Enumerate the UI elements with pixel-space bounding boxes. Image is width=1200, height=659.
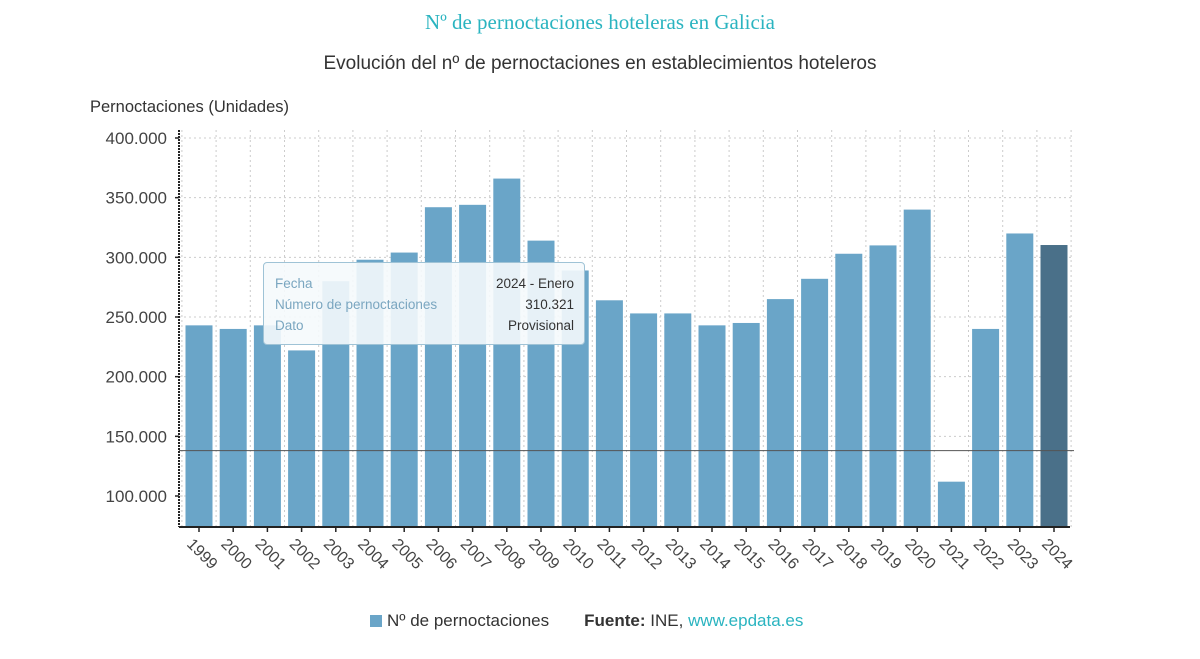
legend-label[interactable]: Nº de pernoctaciones — [387, 611, 550, 630]
x-tick-label: 2014 — [696, 536, 733, 573]
x-tick-label: 2016 — [765, 536, 802, 573]
y-tick-label: 400.000 — [106, 129, 167, 148]
x-tick-label: 2012 — [628, 536, 665, 573]
bar-2002[interactable] — [288, 350, 316, 527]
y-tick-label: 350.000 — [106, 189, 167, 208]
tooltip-key: Dato — [275, 318, 304, 333]
source-link[interactable]: www.epdata.es — [688, 611, 804, 630]
legend: Nº de pernoctaciones Fuente: INE, www.ep… — [370, 611, 803, 631]
bar-1999[interactable] — [185, 325, 213, 527]
y-tick-label: 100.000 — [106, 487, 167, 506]
bar-2007[interactable] — [459, 204, 487, 527]
y-tick-label: 300.000 — [106, 248, 167, 267]
bar-2008[interactable] — [493, 178, 521, 527]
x-tick-label: 2020 — [901, 536, 938, 573]
x-tick-label: 1999 — [183, 536, 220, 573]
source-label: Fuente: — [584, 611, 646, 630]
y-tick-label: 250.000 — [106, 308, 167, 327]
source-text: INE, — [650, 611, 684, 630]
source: Fuente: INE, www.epdata.es — [584, 611, 803, 631]
legend-swatch-icon[interactable] — [370, 615, 382, 627]
x-tick-label: 2018 — [833, 536, 870, 573]
bar-2023[interactable] — [1006, 233, 1034, 527]
bar-2011[interactable] — [595, 300, 623, 527]
bar-2020[interactable] — [903, 209, 931, 527]
bar-2014[interactable] — [698, 325, 726, 527]
tooltip-row-date: Fecha 2024 - Enero — [275, 273, 574, 294]
x-tick-label: 2007 — [457, 536, 494, 573]
tooltip-row-count: Número de pernoctaciones 310.321 — [275, 294, 574, 315]
bar-chart: 100.000 150.000 200.000 250.000 300.000 350.0… — [106, 129, 1076, 573]
x-tick-label: 2013 — [662, 536, 699, 573]
x-tick-label: 2017 — [799, 536, 836, 573]
x-tick-label: 2001 — [252, 536, 289, 573]
x-tick-label: 2006 — [423, 536, 460, 573]
x-tick-label: 2004 — [354, 536, 391, 573]
bar-2022[interactable] — [972, 328, 1000, 527]
tooltip-key: Número de pernoctaciones — [275, 297, 438, 312]
bar-2015[interactable] — [732, 322, 760, 527]
x-tick-label: 2019 — [867, 536, 904, 573]
bar-2000[interactable] — [219, 328, 247, 527]
x-tick-label: 2008 — [491, 536, 528, 573]
x-tick-label: 2000 — [217, 536, 254, 573]
x-tick-label: 2009 — [525, 536, 562, 573]
tooltip-key: Fecha — [275, 276, 313, 291]
y-tick-label: 200.000 — [106, 368, 167, 387]
tooltip: Fecha 2024 - Enero Número de pernoctacio… — [263, 262, 585, 345]
x-tick-label: 2011 — [594, 536, 630, 572]
page-title: Nº de pernoctaciones hoteleras en Galici… — [425, 10, 775, 34]
x-tick-label: 2005 — [388, 536, 425, 573]
axes — [178, 130, 1070, 528]
chart-subtitle: Evolución del nº de pernoctaciones en es… — [323, 53, 877, 74]
bar-2013[interactable] — [664, 313, 692, 527]
x-tick-label: 2002 — [286, 536, 323, 573]
tooltip-value: 310.321 — [525, 297, 574, 312]
bar-2006[interactable] — [424, 207, 452, 528]
bar-2016[interactable] — [766, 299, 794, 527]
x-tick-label: 2010 — [559, 536, 596, 573]
x-tick-label: 2015 — [730, 536, 767, 573]
y-ticks: 100.000 150.000 200.000 250.000 300.000 350.0… — [106, 129, 179, 506]
bar-2019[interactable] — [869, 245, 897, 527]
x-ticks: 1999200020012002200320042005200620072008… — [183, 527, 1075, 573]
bar-2018[interactable] — [835, 253, 863, 527]
x-tick-label: 2023 — [1004, 536, 1041, 573]
tooltip-value: Provisional — [507, 318, 574, 333]
bar-2001[interactable] — [253, 325, 281, 527]
x-tick-label: 2024 — [1038, 536, 1075, 573]
bar-2024[interactable] — [1040, 245, 1068, 527]
bar-2017[interactable] — [801, 278, 829, 527]
x-tick-label: 2021 — [936, 536, 973, 573]
y-tick-label: 150.000 — [106, 427, 167, 446]
grid-lines — [179, 130, 1074, 527]
tooltip-row-status: Dato Provisional — [275, 315, 574, 336]
y-axis-label: Pernoctaciones (Unidades) — [90, 98, 290, 116]
bar-2021[interactable] — [937, 481, 965, 527]
bar-2012[interactable] — [630, 313, 658, 527]
x-tick-label: 2003 — [320, 536, 357, 573]
tooltip-value: 2024 - Enero — [495, 276, 574, 291]
x-tick-label: 2022 — [970, 536, 1007, 573]
